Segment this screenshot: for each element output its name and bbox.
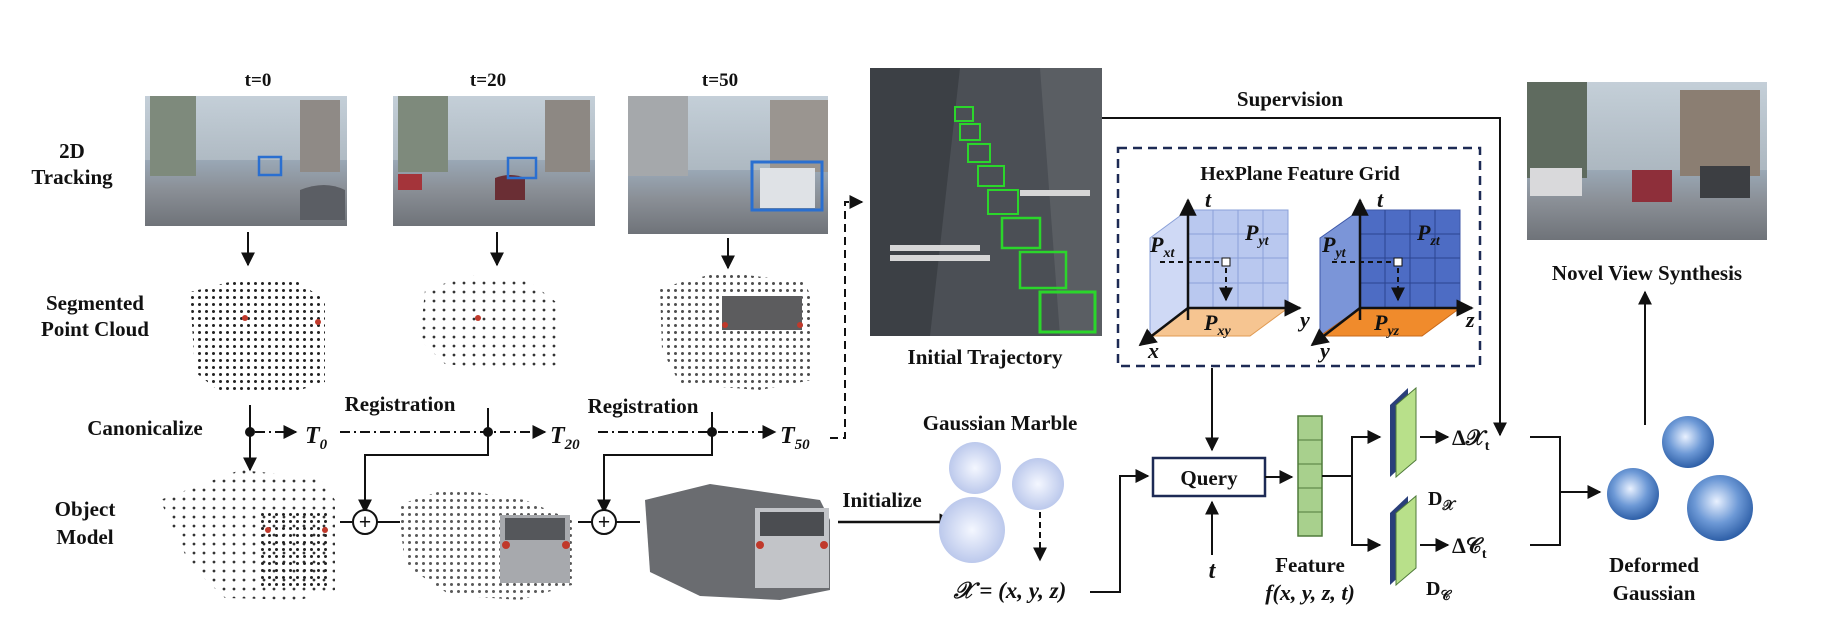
- time-label-t0: t=0: [245, 70, 272, 91]
- grid1-axis-y: y: [1297, 307, 1310, 332]
- transform-T50: T50: [780, 423, 810, 453]
- feature-vector: [1297, 415, 1323, 537]
- grid1-plane-center: Pyt: [1244, 220, 1270, 249]
- grid2-axis-z: z: [1465, 307, 1475, 332]
- decoder-c-label: D𝒞: [1426, 578, 1452, 604]
- grid1-axis-x: x: [1147, 338, 1159, 363]
- merged-model-t50: [645, 484, 830, 600]
- tracking-frame-t50: [628, 96, 828, 234]
- time-label-t20: t=20: [470, 70, 506, 91]
- segmented-label-line2: Point Cloud: [41, 317, 149, 341]
- time-label-t50: t=50: [702, 70, 738, 91]
- deformed-gaussian-line1: Deformed: [1609, 553, 1699, 577]
- transform-T0: T0: [305, 423, 328, 453]
- svg-text:+: +: [359, 509, 372, 534]
- segmented-label-line1: Segmented: [46, 291, 144, 315]
- grid2-plane-center: Pzt: [1416, 220, 1441, 249]
- grid2-axis-t: t: [1377, 187, 1384, 212]
- grid2-plane-left: Pyt: [1321, 232, 1347, 261]
- initialize-label: Initialize: [842, 488, 921, 512]
- supervision-label: Supervision: [1237, 87, 1344, 111]
- canonicalize-label: Canonicalize: [87, 416, 203, 440]
- tracking-box-t0: [257, 155, 283, 177]
- initial-trajectory-image: [870, 68, 1102, 336]
- hexplane-box: [1116, 146, 1482, 368]
- gaussian-marble-label: Gaussian Marble: [923, 411, 1078, 435]
- hexplane-grid-1: [1138, 198, 1302, 347]
- tracking-label-line1: 2D: [59, 139, 85, 163]
- object-model-pointcloud: [160, 470, 335, 600]
- segmented-pointcloud-t20: [420, 275, 556, 372]
- query-label: Query: [1180, 466, 1238, 490]
- segmented-pointcloud-t50: [660, 272, 812, 390]
- decoder-x: [1390, 386, 1417, 479]
- grid1-plane-bottom: Pxy: [1203, 310, 1231, 339]
- registration-label-1: Registration: [345, 392, 456, 416]
- decoder-x-label: D𝒳: [1428, 488, 1456, 514]
- registration-label-2: Registration: [588, 394, 699, 418]
- grid1-axis-t: t: [1205, 187, 1212, 212]
- decoder-c: [1390, 494, 1417, 587]
- segmented-pointcloud-t0: [190, 278, 325, 392]
- hexplane-title: HexPlane Feature Grid: [1200, 163, 1400, 185]
- tracking-box-t20: [506, 156, 538, 180]
- transform-T20: T20: [550, 423, 580, 453]
- delta-c-label: Δ𝒞t: [1452, 533, 1487, 562]
- object-model-label-line1: Object: [55, 497, 116, 521]
- gaussian-coords: 𝒳 = (x, y, z): [953, 578, 1067, 603]
- tracking-frame-t20: [393, 96, 595, 226]
- feature-function: f(x, y, z, t): [1265, 580, 1355, 605]
- gaussian-marbles: [939, 442, 1064, 563]
- object-model-label-line2: Model: [56, 525, 113, 549]
- merged-model-t20: [398, 488, 572, 600]
- tracking-label-line2: Tracking: [31, 165, 113, 189]
- time-input-t: t: [1209, 558, 1217, 584]
- deformed-gaussian-line2: Gaussian: [1613, 581, 1696, 605]
- grid2-axis-y: y: [1317, 338, 1330, 363]
- novel-view-image: [1527, 82, 1767, 240]
- grid1-plane-left: Pxt: [1149, 232, 1175, 261]
- deformed-gaussians: [1607, 416, 1753, 541]
- tracking-frame-t0: [145, 96, 347, 226]
- svg-text:+: +: [598, 509, 611, 534]
- delta-x-label: Δ𝒳t: [1452, 425, 1490, 454]
- grid2-plane-bottom: Pyz: [1373, 310, 1400, 339]
- tracking-box-t50: [750, 160, 824, 212]
- initial-trajectory-label: Initial Trajectory: [908, 345, 1063, 369]
- hexplane-grid-2: [1310, 198, 1474, 347]
- novel-view-label: Novel View Synthesis: [1552, 261, 1742, 285]
- feature-label: Feature: [1275, 553, 1345, 577]
